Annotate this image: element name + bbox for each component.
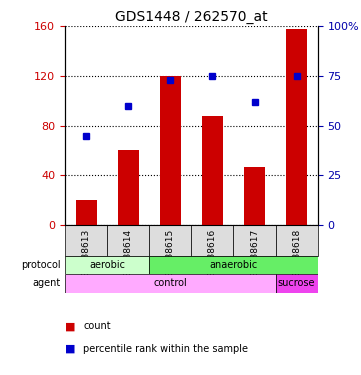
- Text: percentile rank within the sample: percentile rank within the sample: [83, 344, 248, 354]
- Bar: [149, 225, 191, 256]
- Bar: [160, 76, 181, 225]
- Bar: [118, 150, 139, 225]
- Text: count: count: [83, 321, 111, 331]
- Text: anaerobic: anaerobic: [209, 260, 257, 270]
- Bar: [275, 225, 318, 256]
- Bar: [191, 225, 234, 256]
- Text: ■: ■: [65, 344, 75, 354]
- Text: GSM38617: GSM38617: [250, 229, 259, 278]
- Bar: [286, 29, 307, 225]
- Text: GSM38616: GSM38616: [208, 229, 217, 278]
- Bar: [244, 166, 265, 225]
- Text: GSM38615: GSM38615: [166, 229, 175, 278]
- Bar: [65, 274, 275, 292]
- Title: GDS1448 / 262570_at: GDS1448 / 262570_at: [115, 10, 268, 24]
- Bar: [149, 256, 318, 274]
- Bar: [107, 225, 149, 256]
- Text: protocol: protocol: [21, 260, 61, 270]
- Bar: [75, 200, 96, 225]
- Bar: [65, 225, 107, 256]
- Text: GSM38613: GSM38613: [82, 229, 91, 278]
- Text: control: control: [153, 278, 187, 288]
- Text: sucrose: sucrose: [278, 278, 316, 288]
- Bar: [202, 116, 223, 225]
- Text: agent: agent: [32, 278, 61, 288]
- Bar: [65, 256, 149, 274]
- Text: ■: ■: [65, 321, 75, 331]
- Text: aerobic: aerobic: [89, 260, 125, 270]
- Bar: [234, 225, 275, 256]
- Text: GSM38614: GSM38614: [124, 229, 132, 278]
- Bar: [275, 274, 318, 292]
- Text: GSM38618: GSM38618: [292, 229, 301, 278]
